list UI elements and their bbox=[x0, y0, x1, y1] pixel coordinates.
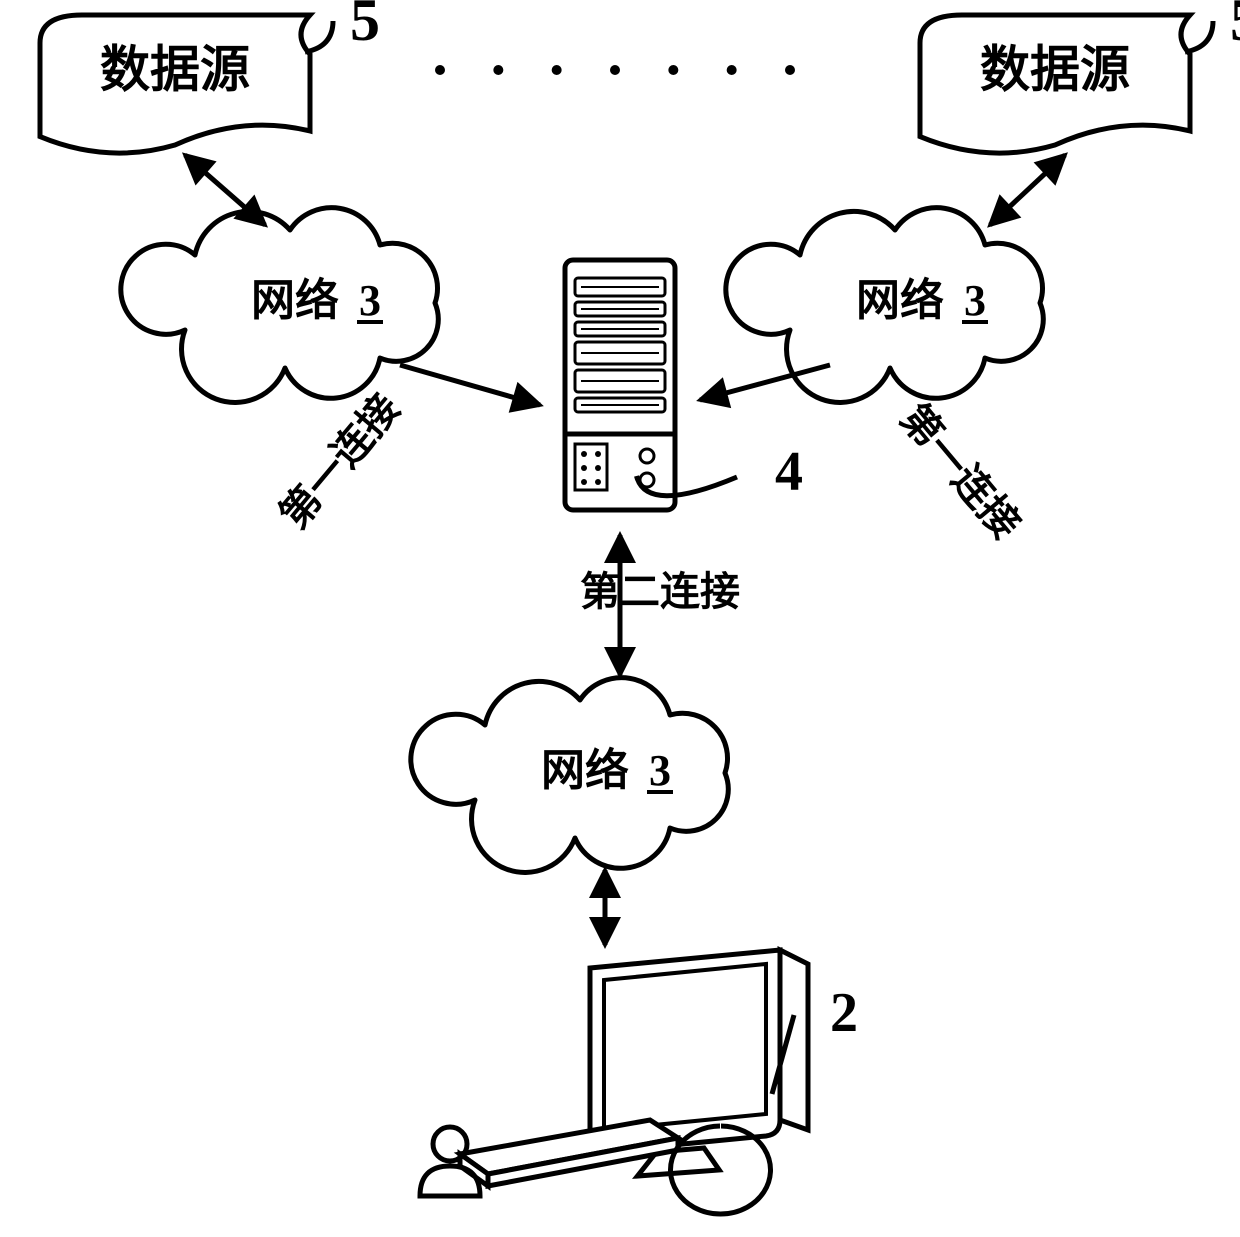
svg-text:5: 5 bbox=[350, 0, 380, 53]
svg-text:2: 2 bbox=[830, 982, 858, 1044]
svg-text:数据源: 数据源 bbox=[980, 42, 1130, 98]
svg-text:3: 3 bbox=[649, 746, 671, 795]
svg-text:4: 4 bbox=[775, 441, 803, 503]
svg-text:3: 3 bbox=[359, 276, 381, 325]
svg-text:3: 3 bbox=[964, 276, 986, 325]
svg-text:第二连接: 第二连接 bbox=[580, 569, 740, 614]
svg-text:第一连接: 第一连接 bbox=[892, 396, 1029, 547]
network-architecture-diagram: 数据源 5 数据源 5 网络 3 网络 3 4 网络 3 2 第一连接 第一连接第二连接 bbox=[0, 0, 1240, 1237]
svg-text:网络: 网络 bbox=[856, 275, 944, 325]
svg-text:5: 5 bbox=[1230, 0, 1240, 53]
svg-text:网络: 网络 bbox=[251, 275, 339, 325]
svg-text:数据源: 数据源 bbox=[100, 42, 250, 98]
svg-text:第一连接: 第一连接 bbox=[271, 386, 408, 537]
svg-text:网络: 网络 bbox=[541, 745, 629, 795]
